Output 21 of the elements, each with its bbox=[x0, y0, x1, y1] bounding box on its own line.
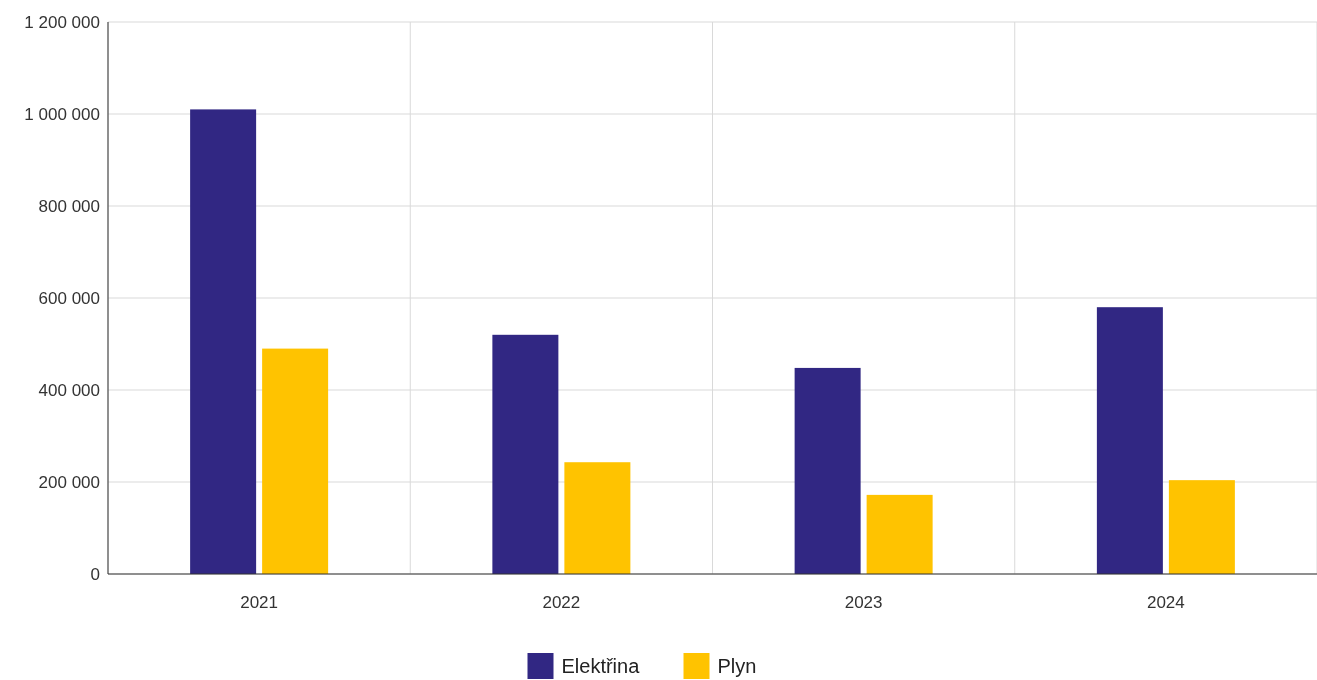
y-tick-label: 0 bbox=[90, 564, 100, 584]
y-tick-label: 1 000 000 bbox=[24, 104, 100, 124]
legend-label: Elektřina bbox=[561, 655, 641, 677]
y-tick-label: 1 200 000 bbox=[24, 12, 100, 32]
bar bbox=[794, 367, 861, 574]
y-tick-label: 800 000 bbox=[38, 196, 100, 216]
legend-label: Plyn bbox=[717, 655, 757, 677]
x-tick-label: 2023 bbox=[844, 593, 883, 612]
y-tick-label: 200 000 bbox=[38, 472, 100, 492]
y-tick-label: 400 000 bbox=[38, 380, 100, 400]
bar bbox=[866, 494, 933, 574]
bar bbox=[190, 109, 257, 574]
x-tick-label: 2022 bbox=[542, 593, 581, 612]
bar bbox=[1096, 307, 1163, 574]
bar bbox=[564, 462, 631, 574]
bar bbox=[1168, 480, 1235, 574]
x-tick-label: 2024 bbox=[1146, 593, 1185, 612]
bar bbox=[492, 334, 559, 574]
bar bbox=[262, 348, 329, 574]
y-tick-label: 600 000 bbox=[38, 288, 100, 308]
x-tick-label: 2021 bbox=[240, 593, 279, 612]
